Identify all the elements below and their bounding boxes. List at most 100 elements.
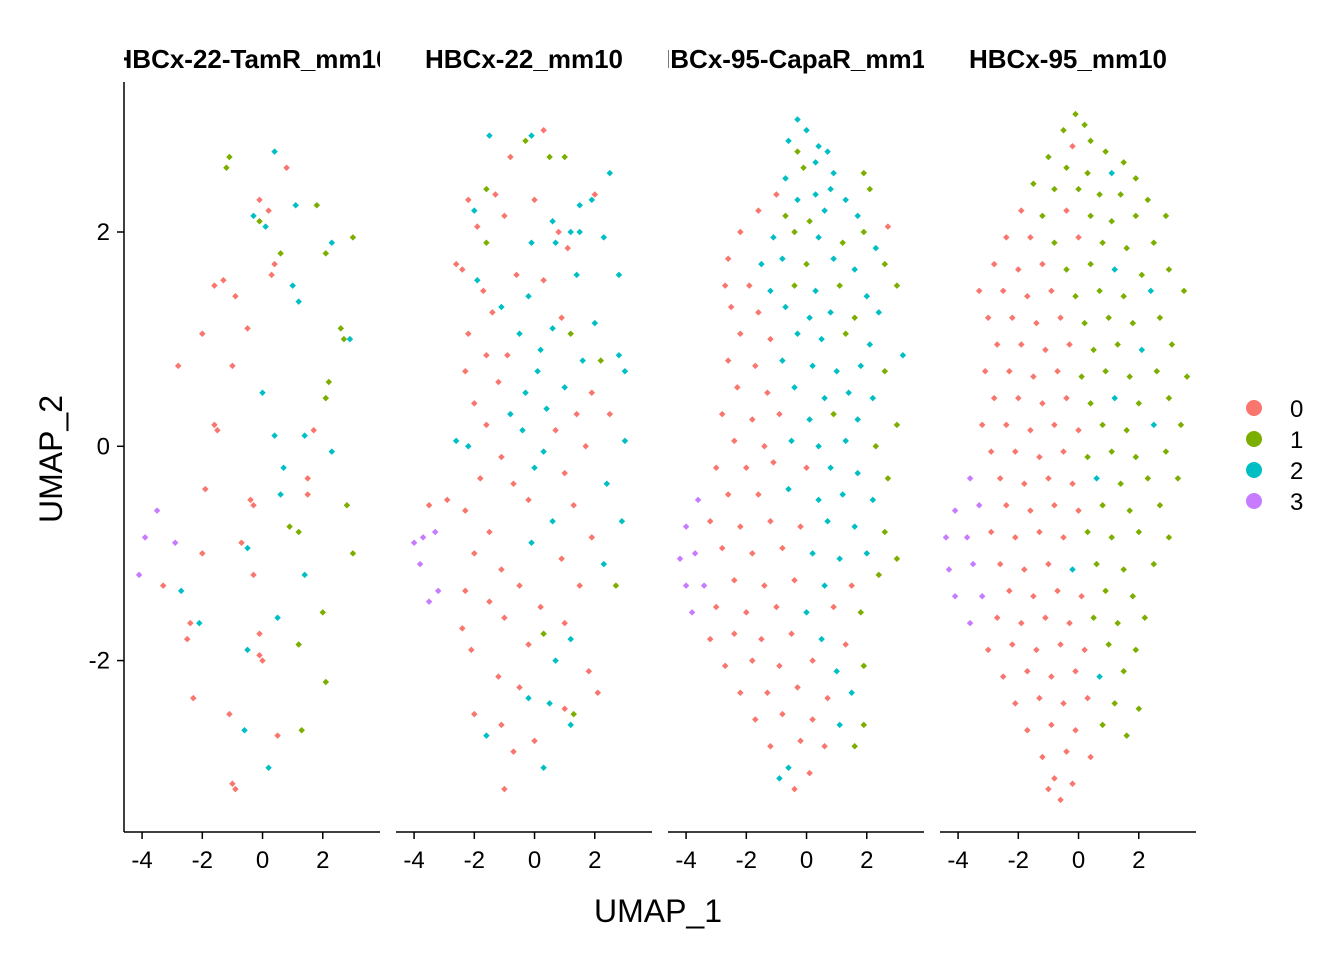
- cell-point: [848, 582, 855, 589]
- cell-point: [549, 218, 556, 225]
- cell-point: [975, 501, 983, 509]
- x-tick-label: 2: [1132, 847, 1145, 874]
- cell-point: [177, 587, 185, 595]
- cell-point: [265, 764, 272, 771]
- cell-point: [468, 646, 475, 654]
- cell-point: [791, 228, 798, 236]
- cell-point: [259, 389, 266, 396]
- cell-point: [1030, 373, 1037, 380]
- cell-point: [842, 437, 849, 445]
- cell-point: [594, 689, 602, 696]
- cell-point: [752, 362, 759, 370]
- cell-point: [1060, 126, 1067, 134]
- legend-label: 1: [1290, 427, 1303, 454]
- cell-point: [1099, 721, 1106, 729]
- cell-point: [1003, 501, 1010, 509]
- cell-point: [761, 582, 768, 589]
- cell-point: [1045, 560, 1052, 568]
- cell-point: [863, 293, 871, 300]
- cell-point: [785, 485, 792, 493]
- cell-point: [295, 298, 302, 305]
- cell-point: [676, 555, 684, 563]
- cell-point: [797, 523, 804, 530]
- cell-point: [866, 185, 874, 193]
- cell-point: [984, 646, 992, 654]
- facet-title: HBCx-95_mm10: [969, 44, 1167, 74]
- cell-point: [990, 260, 998, 268]
- cell-point: [791, 282, 798, 289]
- cell-point: [899, 351, 907, 359]
- cell-point: [1051, 775, 1058, 782]
- cell-point: [295, 528, 302, 536]
- cell-point: [767, 743, 774, 750]
- cell-point: [313, 201, 321, 209]
- cell-point: [981, 368, 989, 375]
- cell-point: [322, 394, 330, 402]
- cell-point: [724, 255, 732, 263]
- cell-point: [510, 748, 517, 755]
- cell-point: [477, 475, 484, 482]
- cell-point: [337, 325, 345, 332]
- cell-point: [1117, 191, 1124, 198]
- cell-point: [462, 368, 469, 375]
- cell-point: [603, 480, 611, 488]
- cell-point: [836, 721, 843, 729]
- cell-point: [226, 153, 233, 161]
- cell-point: [1096, 673, 1103, 680]
- cell-point: [425, 598, 433, 605]
- cluster-legend: 0 1 2 3: [1246, 396, 1303, 516]
- y-tick-label: 0: [97, 433, 110, 460]
- cell-point: [996, 475, 1004, 482]
- cell-point: [815, 443, 822, 450]
- cell-point: [893, 555, 901, 563]
- cell-point: [1072, 668, 1079, 675]
- cell-point: [319, 609, 327, 616]
- cell-point: [737, 330, 744, 338]
- cell-point: [830, 603, 837, 611]
- cell-point: [1108, 448, 1115, 455]
- cell-point: [975, 287, 983, 295]
- cell-point: [283, 164, 290, 171]
- cell-point: [854, 212, 861, 220]
- cell-point: [1084, 528, 1091, 536]
- cell-point: [999, 673, 1007, 680]
- y-tick-label: 2: [97, 219, 110, 246]
- cell-point: [271, 260, 278, 268]
- cell-point: [869, 496, 877, 504]
- cell-point: [591, 191, 599, 198]
- cell-point: [758, 260, 765, 268]
- cell-point: [459, 625, 466, 632]
- cell-point: [942, 534, 950, 541]
- cell-point: [1162, 448, 1170, 455]
- cell-point: [1021, 566, 1028, 573]
- cell-point: [1093, 475, 1100, 482]
- legend-key-3: [1246, 493, 1262, 509]
- cell-point: [528, 539, 535, 546]
- cell-point: [682, 582, 690, 589]
- cell-point: [425, 501, 433, 509]
- cell-point: [987, 448, 995, 455]
- cell-point: [1024, 726, 1031, 734]
- cell-point: [851, 743, 858, 750]
- cell-point: [579, 357, 586, 364]
- cell-point: [471, 710, 478, 718]
- cell-point: [752, 716, 759, 723]
- cell-point: [1051, 421, 1058, 429]
- cell-point: [999, 287, 1007, 295]
- cell-point: [507, 410, 514, 418]
- cell-point: [498, 453, 505, 461]
- cell-point: [462, 587, 469, 595]
- x-tick-label: -4: [403, 847, 424, 874]
- cell-point: [277, 491, 284, 498]
- cell-point: [1003, 421, 1010, 429]
- cell-point: [187, 619, 194, 627]
- cell-point: [1045, 475, 1052, 482]
- cell-point: [731, 630, 738, 638]
- cell-point: [555, 228, 562, 236]
- cell-point: [516, 330, 523, 338]
- x-tick-label: -2: [1008, 847, 1029, 874]
- cell-point: [250, 212, 257, 220]
- facet-panel: HBCx-22_mm10 -4 -2 0 2: [396, 44, 652, 874]
- cell-point: [501, 614, 508, 621]
- cell-point: [1138, 271, 1146, 279]
